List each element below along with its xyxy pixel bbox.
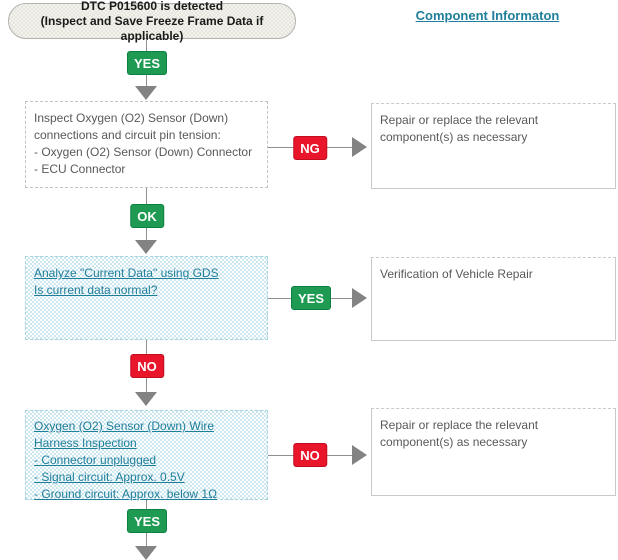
step1-line2: connections and circuit pin tension: [34,128,221,142]
box-result1-repair: Repair or replace the relevant component… [371,103,616,189]
badge-yes-step2: YES [290,286,332,310]
step3-link-line5[interactable]: - Ground circuit: Approx. below 1Ω [34,487,218,501]
arrow-down-icon [135,392,157,406]
box-step2-analyze-current-data[interactable]: Analyze "Current Data" using GDS Is curr… [25,256,268,340]
arrow-right-icon [352,137,367,157]
step2-link-line1[interactable]: Analyze "Current Data" using GDS [34,266,219,280]
result3-line2: component(s) as necessary [380,435,528,449]
step1-line4: - ECU Connector [34,162,126,176]
badge-no-step3: NO [293,443,327,467]
box-result2-verification: Verification of Vehicle Repair [371,257,616,341]
box-step3-wire-harness-inspection[interactable]: Oxygen (O2) Sensor (Down) Wire Harness I… [25,410,268,501]
arrow-down-icon [135,86,157,100]
start-node: DTC P015600 is detected (Inspect and Sav… [8,0,296,43]
badge-yes-start: YES [126,51,168,75]
badge-yes-step3: YES [126,509,168,533]
step3-link-line1[interactable]: Oxygen (O2) Sensor (Down) Wire [34,419,215,433]
step3-link-line4[interactable]: - Signal circuit: Approx. 0.5V [34,470,185,484]
result1-line1: Repair or replace the relevant [380,113,539,127]
badge-no-step2: NO [130,354,164,378]
step1-line1: Inspect Oxygen (O2) Sensor (Down) [34,111,229,125]
start-node-line1: DTC P015600 is detected [80,0,224,13]
result3-line1: Repair or replace the relevant [380,418,539,432]
step3-link-line2[interactable]: Harness Inspection [34,436,137,450]
step3-link-line3[interactable]: - Connector unplugged [34,453,157,467]
badge-ok: OK [130,204,164,228]
result1-line2: component(s) as necessary [380,130,528,144]
box-step1-inspect-connections: Inspect Oxygen (O2) Sensor (Down) connec… [25,101,268,188]
arrow-right-icon [352,445,367,465]
arrow-down-icon [135,546,157,560]
result2-line1: Verification of Vehicle Repair [380,267,533,281]
step1-line3: - Oxygen (O2) Sensor (Down) Connector [34,145,253,159]
arrow-down-icon [135,240,157,254]
start-node-line2: (Inspect and Save Freeze Frame Data if a… [40,13,264,43]
arrow-right-icon [352,288,367,308]
component-information-link[interactable]: Component Informaton [415,8,560,23]
step2-link-line2[interactable]: Is current data normal? [34,283,158,297]
badge-ng: NG [293,136,327,160]
box-result3-repair: Repair or replace the relevant component… [371,408,616,496]
